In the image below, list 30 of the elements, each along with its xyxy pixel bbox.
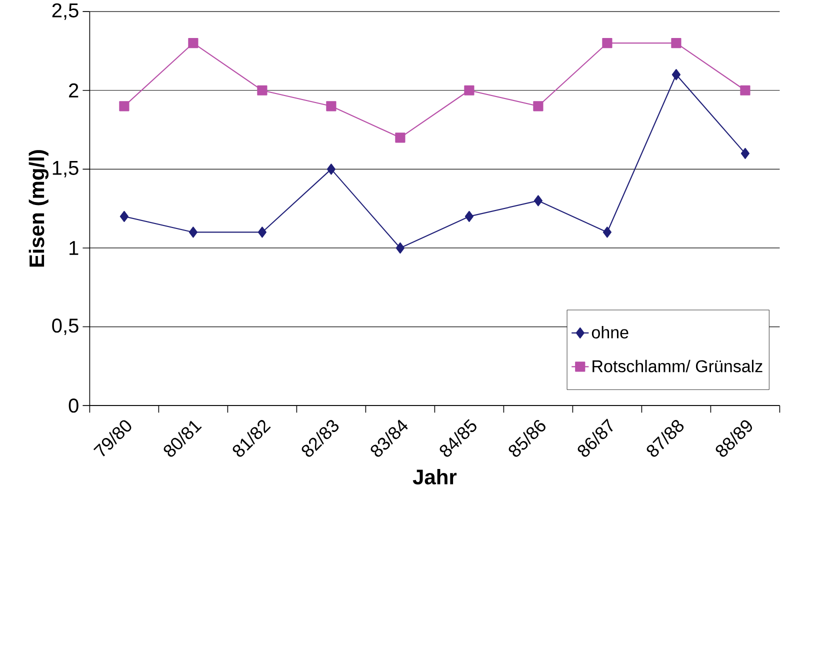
point — [533, 101, 544, 112]
point — [396, 242, 404, 254]
y-tick-label: 0,5 — [52, 318, 78, 336]
point — [258, 226, 267, 238]
point — [464, 85, 474, 96]
point — [464, 210, 474, 222]
legend-label: ohne — [592, 326, 628, 338]
y-tick-label: 1,5 — [52, 161, 78, 178]
point — [119, 101, 130, 112]
point — [671, 38, 682, 48]
point — [672, 69, 681, 80]
point — [740, 85, 750, 96]
y-tick-label: 1 — [70, 241, 78, 255]
point — [188, 38, 198, 48]
point — [740, 148, 750, 159]
point — [257, 85, 268, 96]
y-axis-title: Eisen (mg/l) — [28, 150, 49, 267]
point — [602, 38, 612, 48]
point — [602, 226, 612, 238]
legend-label: Rotschlamm/ Grünsalz — [592, 360, 762, 372]
point — [326, 101, 336, 112]
point — [188, 226, 198, 238]
point — [326, 164, 336, 175]
point — [534, 195, 543, 206]
y-tick-label: 2,5 — [52, 3, 78, 20]
y-tick-label: 2 — [69, 83, 78, 98]
x-axis-title: Jahr — [412, 469, 457, 484]
point — [120, 210, 128, 222]
point — [395, 132, 406, 143]
y-tick-label: 0 — [68, 398, 78, 413]
